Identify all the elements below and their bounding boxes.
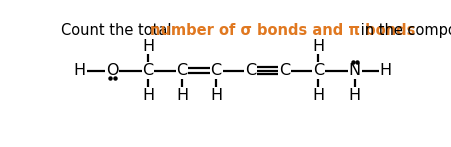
Text: in the compound below:: in the compound below: (355, 23, 451, 38)
Text: H: H (74, 63, 86, 78)
Text: number of σ bonds and π bonds: number of σ bonds and π bonds (150, 23, 415, 38)
Text: H: H (142, 39, 154, 54)
Text: C: C (142, 63, 153, 78)
Text: Count the total: Count the total (61, 23, 176, 38)
Text: H: H (142, 88, 154, 103)
Text: H: H (348, 88, 360, 103)
Text: C: C (210, 63, 221, 78)
Text: H: H (210, 88, 222, 103)
Text: C: C (278, 63, 289, 78)
Text: O: O (106, 63, 118, 78)
Text: H: H (312, 39, 324, 54)
Text: C: C (176, 63, 187, 78)
Text: H: H (312, 88, 324, 103)
Text: C: C (244, 63, 255, 78)
Text: H: H (379, 63, 391, 78)
Text: H: H (175, 88, 188, 103)
Text: C: C (312, 63, 323, 78)
Text: N: N (348, 63, 360, 78)
